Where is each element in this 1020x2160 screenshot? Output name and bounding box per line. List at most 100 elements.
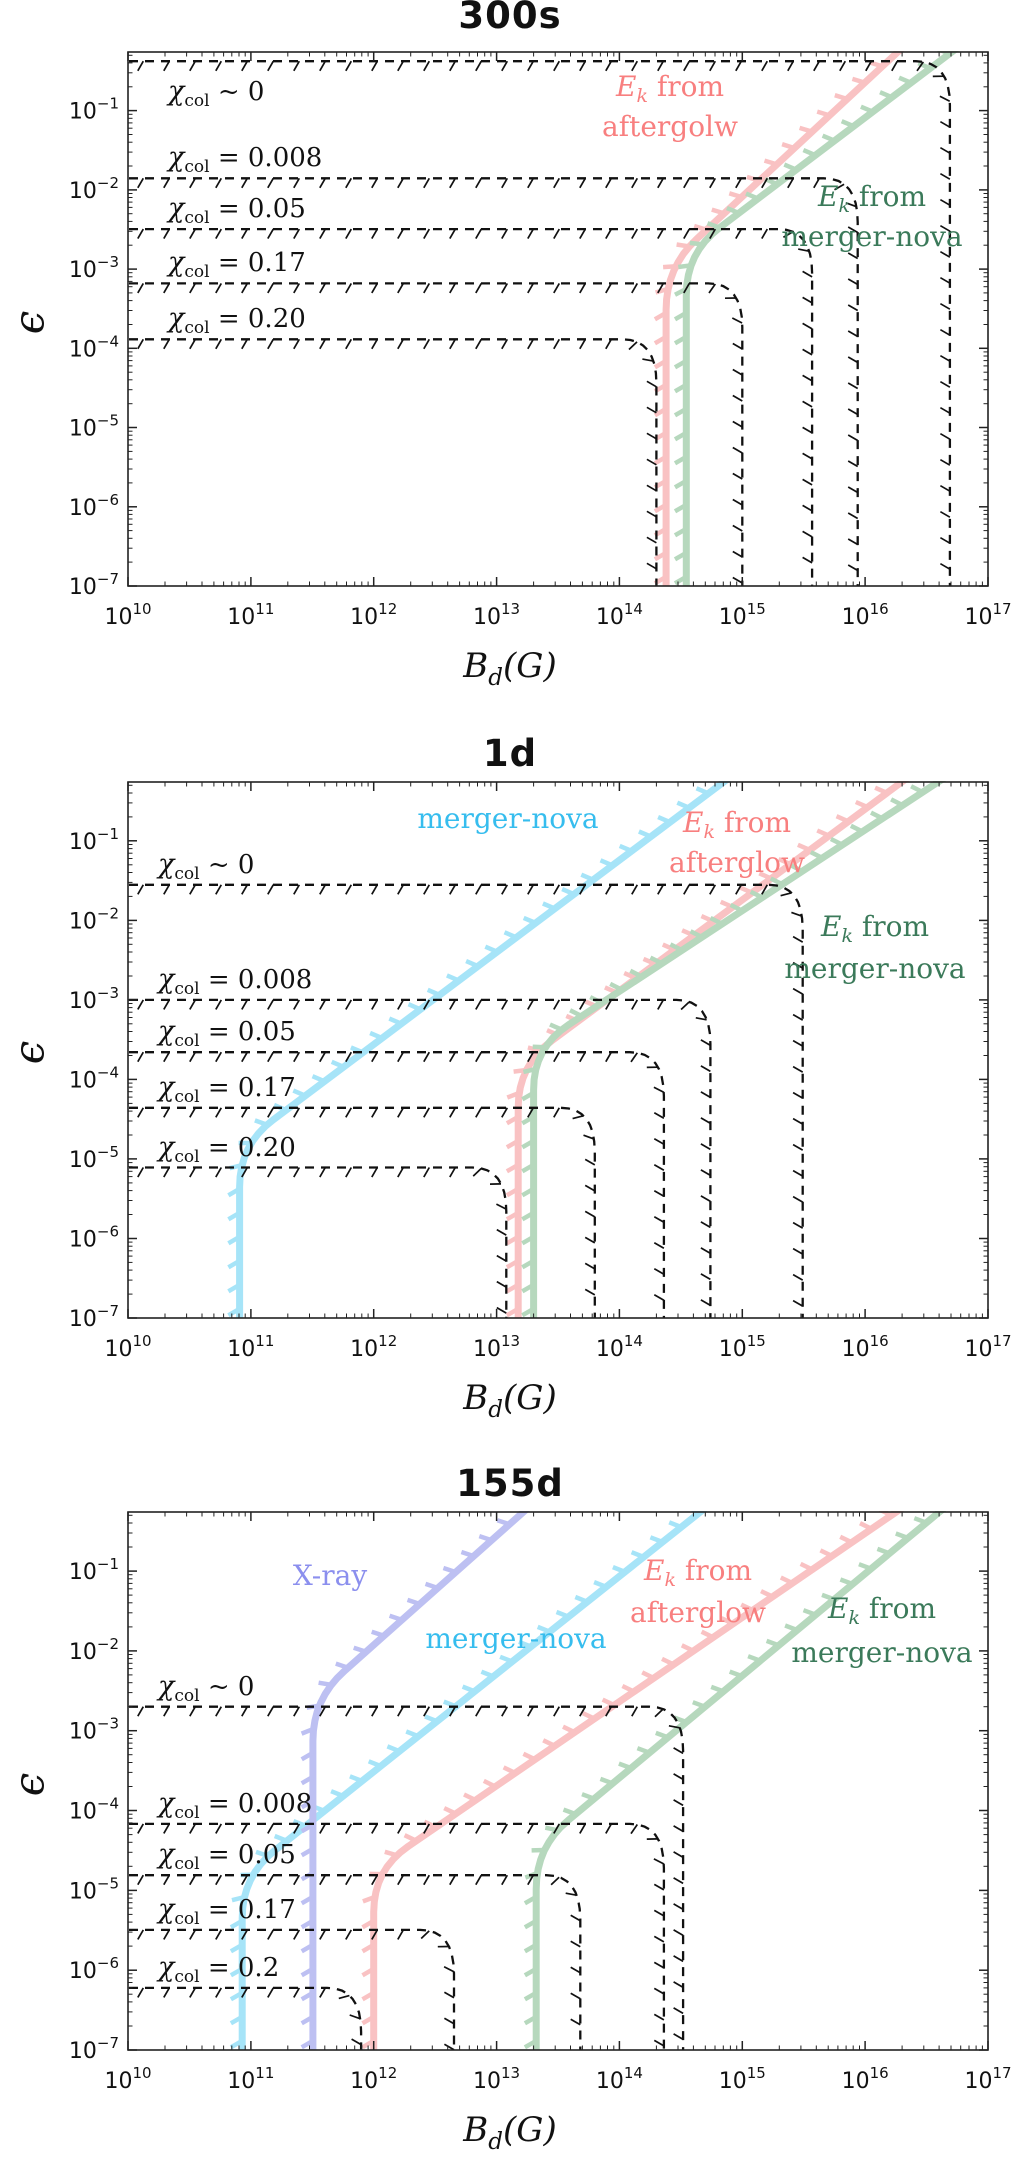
y-tick-label-1e-7: 10−7 (69, 1302, 119, 1332)
axes (127, 51, 989, 587)
x-tick-label-1e12: 1012 (350, 600, 397, 630)
plot-300s: 1010 1011 1012 1013 1014 1015 1016 1017 10−1 10−2… (69, 51, 1012, 630)
x-tick-label-1e13: 1013 (473, 600, 520, 630)
y-tick-label-1e-1: 10−1 (69, 95, 119, 125)
line-merger-nova (229, 1511, 708, 2050)
chi-label-0.17: χcol = 0.17 (166, 247, 306, 282)
panel-300s: 300s ϵ 1010 1011 1012 1013 1014 1015 1016 1017 1… (0, 0, 1020, 720)
contour-chi-0.17 (129, 1106, 596, 1318)
x-tick-label-1e17: 1017 (964, 2064, 1011, 2094)
y-tick-label-1e-3: 10−3 (69, 984, 119, 1014)
chi-label-0.20: χcol = 0.20 (166, 303, 306, 338)
y-tick-label-1e-7: 10−7 (69, 570, 119, 600)
x-tick-label-1e10: 1010 (104, 1332, 151, 1362)
x-axis-label-unit: (G) (503, 2110, 557, 2150)
chi-label-0.05: χcol = 0.05 (156, 1016, 296, 1051)
line-label-Ek-from-merger-nova: Ek from (820, 910, 929, 947)
x-axis-label-base: B (463, 646, 489, 686)
contour-chi-0.20 (129, 338, 658, 586)
plot-1d: 1010 1011 1012 1013 1014 1015 1016 1017 10−1 10−2… (69, 781, 1012, 1362)
contour-chi-0.05 (129, 227, 814, 586)
x-tick-label-1e13: 1013 (473, 2064, 520, 2094)
x-tick-label-1e12: 1012 (350, 1332, 397, 1362)
contour-chi-0.2 (129, 1986, 363, 2050)
contour-chi-0.008 (129, 998, 712, 1318)
x-tick-label-1e15: 1015 (719, 600, 766, 630)
y-tick-label-1e-2: 10−2 (69, 1635, 119, 1665)
contour-chi-0.008 (129, 1822, 666, 2050)
x-tick-label-1e11: 1011 (227, 2064, 274, 2094)
y-tick-label-1e-2: 10−2 (69, 904, 119, 934)
chi-label-0.17: χcol = 0.17 (156, 1894, 296, 1929)
x-tick-label-1e17: 1017 (964, 600, 1011, 630)
x-axis-label-unit: (G) (503, 1378, 557, 1418)
line-Ek-from-merger-nova (521, 781, 947, 1318)
line-label-merger-nova: merger-nova (425, 1622, 606, 1655)
x-axis-label-sub: d (488, 1396, 504, 1423)
line-label-X-ray: X-ray (293, 1559, 367, 1592)
x-tick-label-1e14: 1014 (596, 1332, 643, 1362)
y-tick-label-1e-3: 10−3 (69, 253, 119, 283)
chi-label-0.20: χcol = 0.20 (156, 1132, 296, 1167)
y-tick-label-1e-6: 10−6 (69, 1222, 119, 1252)
y-tick-label-1e-4: 10−4 (69, 1063, 119, 1093)
y-tick-label-1e-6: 10−6 (69, 491, 119, 521)
chi-label-0: χcol ~ 0 (166, 76, 264, 111)
x-axis-label: Bd(G) (0, 1378, 1020, 1423)
line-label-Ek-from-merger-nova: Ek from (817, 180, 926, 217)
line-X-ray (300, 1511, 530, 2050)
axis-ticks: 1010 1011 1012 1013 1014 1015 1016 1017 10−1 10−2… (69, 52, 1012, 630)
chi-label-0.05: χcol = 0.05 (166, 193, 306, 228)
contour-chi-0.17 (129, 282, 744, 586)
x-tick-label-1e14: 1014 (596, 2064, 643, 2094)
panel-title: 155d (456, 1462, 564, 1505)
line-Ek-from-merger-nova (523, 1511, 947, 2050)
line-label-Ek-from-afterglow: Ek from (643, 1554, 752, 1591)
x-axis-label: Bd(G) (0, 646, 1020, 691)
line-label-Ek-from-merger-nova: merger-nova (791, 1636, 972, 1669)
y-tick-label-1e-1: 10−1 (69, 1555, 119, 1585)
y-tick-label-1e-5: 10−5 (69, 1143, 119, 1173)
line-labels: merger-nova X-ray Ek from afterglow Ek from m… (293, 1554, 973, 1669)
x-tick-label-1e16: 1016 (842, 1332, 889, 1362)
x-tick-label-1e15: 1015 (719, 2064, 766, 2094)
chi-label-0: χcol ~ 0 (156, 1671, 254, 1706)
line-Ek-from-afterglow (361, 1511, 904, 2050)
x-axis-label-sub: d (488, 664, 504, 691)
chi-contour-labels: χcol ~ 0 χcol = 0.008 χcol = 0.05 χcol = 0.… (156, 1671, 312, 1987)
x-axis-label-base: B (463, 2110, 489, 2150)
x-tick-label-1e14: 1014 (596, 600, 643, 630)
line-label-Ek-from-afterglow: afterglow (669, 846, 805, 879)
x-tick-label-1e12: 1012 (350, 2064, 397, 2094)
y-tick-label-1e-5: 10−5 (69, 412, 119, 442)
panel-title: 1d (482, 732, 538, 775)
panel-title: 300s (458, 0, 562, 37)
y-tick-label-1e-4: 10−4 (69, 1795, 119, 1825)
x-axis-label-unit: (G) (503, 646, 557, 686)
chi-label-0.008: χcol = 0.008 (156, 1788, 312, 1823)
x-tick-label-1e16: 1016 (842, 2064, 889, 2094)
line-label-Ek-from-merger-nova: Ek from (827, 1592, 936, 1629)
constraint-lines (227, 781, 947, 1318)
panel-155d: 155d ϵ 1010 1011 1012 1013 1014 1015 1016 1017 1… (0, 1440, 1020, 2160)
y-tick-label-1e-1: 10−1 (69, 825, 119, 855)
line-label-Ek-from-merger-nova: merger-nova (781, 220, 962, 253)
chi-label-0.008: χcol = 0.008 (156, 964, 312, 999)
chi-contour-labels: χcol ~ 0 χcol = 0.008 χcol = 0.05 χcol = 0.… (166, 76, 322, 338)
x-tick-label-1e17: 1017 (964, 1332, 1011, 1362)
line-label-Ek-from-afterglow: aftergolw (602, 110, 738, 143)
axes (127, 781, 989, 1319)
contour-chi-0 (129, 60, 952, 586)
y-tick-label-1e-4: 10−4 (69, 332, 119, 362)
plot-155d: 1010 1011 1012 1013 1014 1015 1016 1017 10−1 10−2… (69, 1511, 1012, 2094)
contour-chi-0.05 (129, 1051, 666, 1318)
contour-chi-0.008 (129, 177, 859, 586)
line-merger-nova (227, 781, 731, 1318)
x-tick-label-1e10: 1010 (104, 600, 151, 630)
chi-contour-labels: χcol ~ 0 χcol = 0.008 χcol = 0.05 χcol = 0.… (156, 849, 312, 1167)
line-label-Ek-from-afterglow: afterglow (630, 1596, 766, 1629)
line-label-Ek-from-afterglow: Ek from (682, 806, 791, 843)
x-tick-label-1e13: 1013 (473, 1332, 520, 1362)
